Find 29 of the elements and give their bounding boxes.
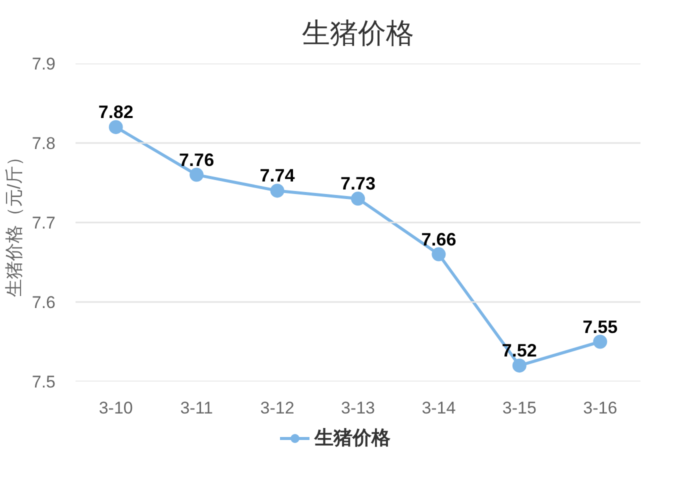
data-label: 7.66: [421, 229, 456, 250]
data-label: 7.82: [98, 102, 134, 122]
point: [108, 120, 123, 134]
x-tick-label: 3-16: [583, 398, 618, 418]
point: [270, 184, 284, 198]
data-label: 7.76: [179, 150, 214, 170]
data-label: 7.74: [260, 166, 295, 186]
x-tick-label: 3-13: [340, 398, 376, 418]
y-axis-title: 生猪价格（元/斤）: [4, 148, 24, 297]
y-tick-label: 7.5: [32, 372, 56, 392]
x-tick-label: 3-10: [98, 398, 133, 418]
y-tick-label: 7.8: [32, 134, 56, 153]
x-tick-label: 3-14: [422, 398, 456, 418]
chart-title: 生猪价格: [302, 18, 414, 48]
data-label: 7.52: [502, 340, 537, 361]
data-label: 7.55: [582, 316, 618, 337]
x-tick-label: 3-12: [260, 398, 294, 418]
point: [190, 168, 204, 182]
point: [512, 358, 526, 373]
point: [351, 192, 365, 206]
point: [593, 334, 608, 349]
point: [432, 247, 446, 262]
y-tick-label: 7.6: [32, 293, 56, 312]
y-tick-label: 7.7: [32, 214, 56, 232]
x-tick-label: 3-11: [180, 398, 213, 418]
legend-label: 生猪价格: [314, 427, 390, 451]
x-tick-label: 3-15: [502, 398, 536, 418]
y-tick-label: 7.9: [32, 54, 56, 74]
data-label: 7.73: [340, 174, 376, 194]
